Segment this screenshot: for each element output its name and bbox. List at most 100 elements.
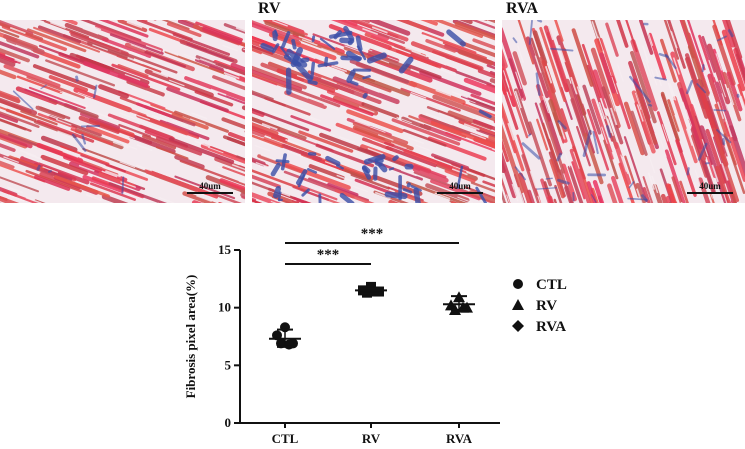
muscle-fiber [144,50,187,68]
muscle-fiber [227,131,245,142]
muscle-fiber [252,48,263,55]
fibrosis-streak [362,92,368,99]
fiber-gap [189,118,206,126]
muscle-fiber [226,136,245,147]
fiber-gap [428,101,444,109]
muscle-fiber [194,90,234,107]
fiber-gap [540,146,548,164]
muscle-fiber [361,102,400,119]
fiber-gap [261,122,278,131]
fiber-gap [191,112,208,120]
muscle-fiber [681,20,710,96]
fibrosis-streak [716,129,732,144]
fiber-gap [224,115,241,123]
muscle-fiber [298,130,354,153]
fiber-gap [435,89,452,97]
fiber-gap [238,180,245,184]
fibrosis-streak [527,133,532,137]
fiber-gap [321,47,337,55]
fiber-gap [398,124,415,132]
muscle-fiber [142,134,177,150]
significance-label: *** [317,247,340,263]
muscle-fiber [83,61,149,89]
muscle-fiber [144,168,209,196]
muscle-fiber [413,164,447,179]
muscle-fiber [48,74,89,92]
muscle-fiber [182,191,217,203]
fibrosis-streak [40,84,47,90]
muscle-fiber [486,64,495,70]
fiber-gap [371,139,388,147]
fiber-gap [604,115,613,134]
fibrosis-streak [410,184,422,192]
muscle-fiber [582,84,602,135]
fibrosis-streak [716,35,727,42]
muscle-fiber [352,125,414,151]
fiber-gap [339,136,355,144]
muscle-fiber [370,35,403,49]
muscle-fiber [94,24,163,53]
muscle-fiber [521,154,541,203]
fiber-gap [85,193,102,202]
muscle-fiber [512,51,527,86]
muscle-fiber [431,153,470,170]
muscle-fiber [264,96,311,116]
fiber-gap [42,166,59,174]
muscle-fiber [111,63,181,91]
fiber-gap [721,163,729,181]
fibrosis-streak [12,90,34,111]
muscle-fiber [54,175,110,198]
muscle-fiber [0,176,40,193]
muscle-fiber [362,137,393,151]
muscle-fiber [0,160,15,169]
muscle-fiber [413,171,469,194]
fiber-gap [609,94,616,112]
muscle-fiber [486,83,495,89]
fiber-gap [280,194,297,202]
fiber-gap [158,196,175,203]
muscle-fiber [195,58,224,72]
fiber-gap [127,56,144,65]
muscle-fiber [313,76,382,105]
fiber-gap [321,77,337,85]
muscle-fiber [698,177,711,203]
muscle-fiber [292,196,312,203]
fibrosis-streak [606,125,612,138]
muscle-fiber [32,64,97,90]
fiber-gap [408,118,425,125]
muscle-fiber [264,20,305,39]
fiber-gap [715,53,723,71]
muscle-fiber [320,94,374,117]
fiber-gap [125,31,142,39]
fiber-gap [669,177,677,196]
muscle-fiber [0,53,21,64]
fibrosis-streak [349,80,359,86]
fiber-gap [162,48,179,57]
fiber-gap [126,193,143,200]
muscle-fiber [186,42,234,62]
fibrosis-streak [310,61,316,80]
muscle-fiber [315,143,375,168]
fiber-gap [601,126,608,144]
fiber-gap [260,153,277,162]
fiber-gap [9,26,26,35]
muscle-fiber [601,86,624,145]
fiber-gap [688,89,696,108]
muscle-fiber [3,64,61,88]
muscle-fiber [297,184,338,201]
fiber-gap [358,106,375,113]
muscle-fiber [605,22,619,57]
muscle-fiber [117,64,149,78]
fibrosis-streak [556,152,563,162]
fiber-gap [517,186,525,203]
muscle-fiber [126,79,165,97]
fiber-gap [670,30,678,49]
fiber-gap [610,107,618,126]
muscle-fiber [16,75,63,94]
fiber-gap [57,130,74,138]
muscle-fiber [630,110,648,156]
fibrosis-streak [388,167,395,171]
fiber-gap [723,193,728,203]
fibrosis-streak [80,124,101,128]
fiber-gap [51,80,68,87]
